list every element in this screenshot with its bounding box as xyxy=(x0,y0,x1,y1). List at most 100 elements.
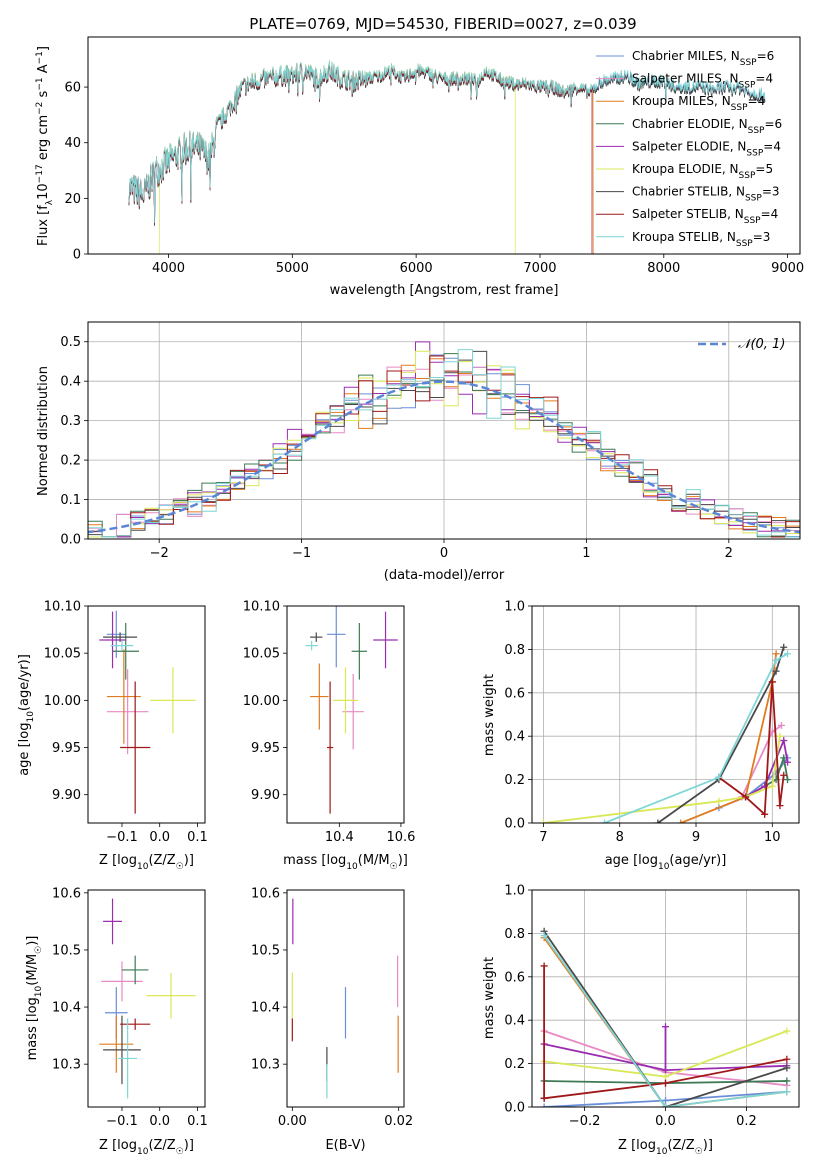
label-part: s xyxy=(36,90,51,101)
x-tick-label: 10 xyxy=(764,830,781,845)
label-part: (Z/Z xyxy=(667,1138,694,1153)
x-tick-label: 0.0 xyxy=(655,1114,676,1129)
label-part: ☉ xyxy=(176,862,184,872)
residuals-frame xyxy=(87,321,801,540)
weights-kroupa-stelib xyxy=(600,650,792,823)
y-tick-label: 9.90 xyxy=(52,788,81,803)
label-part: Salpeter MILES, xyxy=(632,72,730,86)
errorbar-chabrier-miles xyxy=(327,606,346,668)
residuals-plot-area xyxy=(88,341,800,538)
spectrum-ylabel: Flux [fλ10−17 erg cm−2 s−1 A−1] xyxy=(35,46,55,246)
mass_vs_ebv-axes: 0.00 0.02 10.3 10.4 10.5 10.6 E(B-V) xyxy=(251,886,413,1153)
label-part: N xyxy=(731,49,740,63)
label-part: )] xyxy=(703,1138,713,1153)
age-mass-xlabel: mass [log10(M/M☉)] xyxy=(283,853,408,872)
label-part: Chabrier ELODIE, xyxy=(632,117,739,131)
label-part: 10 xyxy=(137,862,149,872)
x-tick-label: −0.1 xyxy=(106,830,138,845)
label-part: 10 xyxy=(26,711,36,723)
weights-line xyxy=(543,935,788,1107)
weights-marker xyxy=(677,819,685,823)
weights-kroupa-stelib xyxy=(540,932,791,1107)
residuals-xlabel: (data-model)/error xyxy=(384,568,505,583)
y-tick-label: 10.5 xyxy=(52,943,81,958)
label-part: =4 xyxy=(748,94,766,108)
errorbar-salpeter-stelib xyxy=(120,681,151,814)
age_vs_mass-frame xyxy=(286,605,405,824)
errorbar-salpeter-stelib xyxy=(120,1018,151,1030)
x-tick-label: 10.6 xyxy=(386,830,415,845)
label-part: mass [log xyxy=(283,853,346,868)
y-tick-label: 0.2 xyxy=(60,454,81,469)
spectrum-line-kroupa-miles xyxy=(128,60,594,254)
age-z-xlabel: Z [log10(Z/Z☉)] xyxy=(99,853,194,872)
weights-marker xyxy=(539,819,547,823)
label-part: Z [log xyxy=(618,1138,656,1153)
histogram-chabrier-stelib xyxy=(88,350,800,538)
label-part: mass [log xyxy=(25,997,40,1060)
x-tick-label: 5000 xyxy=(276,261,309,276)
label-part: −17 xyxy=(35,164,45,183)
x-tick-label: −0.2 xyxy=(569,1114,601,1129)
legend-label: Kroupa STELIB, NSSP=3 xyxy=(632,230,770,249)
weights-marker xyxy=(540,1094,548,1102)
label-part: N xyxy=(727,230,736,244)
label-part: Kroupa STELIB, xyxy=(632,230,727,244)
spectrum-line-kroupa-stelib xyxy=(128,60,766,224)
legend-label: Chabrier STELIB, NSSP=3 xyxy=(632,185,780,204)
label-part: 10 xyxy=(346,862,358,872)
weights-marker xyxy=(540,962,548,970)
y-tick-label: 9.90 xyxy=(251,788,280,803)
label-part: N xyxy=(735,207,744,221)
y-tick-label: 0.3 xyxy=(60,414,81,429)
x-tick-label: 10.4 xyxy=(325,830,354,845)
weights-marker xyxy=(783,1055,791,1063)
y-tick-label: 0.5 xyxy=(60,335,81,350)
spectrum-line-salpeter-stelib xyxy=(128,61,593,254)
x-tick-label: 0.0 xyxy=(149,1114,170,1129)
label-part: Kroupa ELODIE, xyxy=(632,162,730,176)
weights-marker xyxy=(662,1103,669,1107)
y-tick-label: 0.8 xyxy=(504,927,525,942)
errorbar-chabrier-elodie xyxy=(112,622,139,680)
mw_vs_Z-plot-area xyxy=(540,927,791,1107)
label-part: ☉ xyxy=(34,946,44,954)
errorbar-kroupa-elodie xyxy=(146,972,196,1019)
label-part: )] xyxy=(398,853,408,868)
residuals-axes: −2 −1 0 1 2 0.0 0.1 0.2 0.3 0.4 0.5 𝒩(0, 1) (data-mo… xyxy=(36,321,801,583)
spectrum-frame xyxy=(87,36,801,255)
legend-entry: Kroupa MILES, NSSP=4 xyxy=(596,94,765,113)
weights-line xyxy=(543,930,788,1107)
weights-marker xyxy=(600,819,608,823)
y-tick-label: 0.4 xyxy=(60,375,81,390)
mw-z-ylabel: mass weight xyxy=(482,957,497,1039)
label-part: Salpeter ELODIE, xyxy=(632,139,737,153)
y-tick-label: 20 xyxy=(64,192,81,207)
y-tick-label: 1.0 xyxy=(504,884,525,899)
age_vs_Z-frame xyxy=(87,605,206,824)
x-tick-label: 4000 xyxy=(152,261,185,276)
legend-entry: Chabrier ELODIE, NSSP=6 xyxy=(596,117,782,136)
y-tick-label: 0.0 xyxy=(504,817,525,832)
x-tick-label: 0.02 xyxy=(384,1114,413,1129)
weights-marker xyxy=(540,1103,548,1107)
legend-entry: Kroupa ELODIE, NSSP=5 xyxy=(596,162,773,181)
y-tick-label: 60 xyxy=(64,81,81,96)
label-part: 10 xyxy=(34,985,44,997)
x-tick-label: 8000 xyxy=(647,261,680,276)
errorbar-kroupa-elodie xyxy=(333,667,358,734)
y-tick-label: 0.0 xyxy=(504,1101,525,1116)
y-tick-label: 10.4 xyxy=(251,1001,280,1016)
label-part: N xyxy=(730,162,739,176)
y-tick-label: 10.10 xyxy=(44,600,81,615)
mw_vs_age-frame xyxy=(531,605,800,824)
age_vs_mass-plot-area xyxy=(305,606,398,814)
spectrum-axes: 4000 5000 6000 7000 8000 9000 0 20 40 60 wavelengt… xyxy=(35,36,804,298)
weights-marker xyxy=(780,643,788,651)
x-tick-label: 9 xyxy=(692,830,700,845)
weights-marker xyxy=(654,819,662,823)
x-tick-label: −0.1 xyxy=(106,1114,138,1129)
label-part: =5 xyxy=(755,162,773,176)
mw_vs_Z-frame xyxy=(531,889,800,1108)
